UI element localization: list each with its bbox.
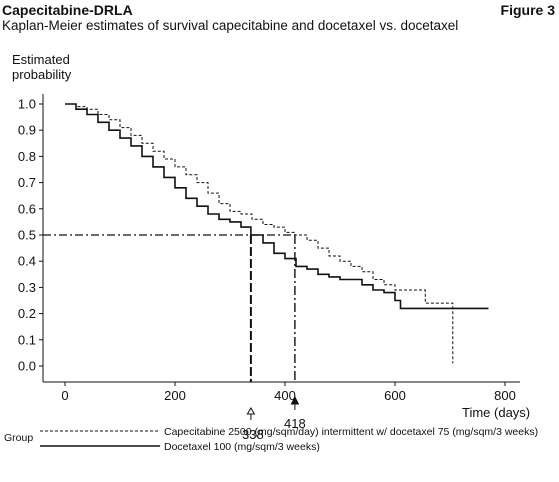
median-reference-lines: [43, 234, 296, 382]
y-tick-label: 0.1: [18, 332, 36, 347]
curve-docetaxel: [65, 103, 489, 310]
y-tick-label: 0.7: [18, 175, 36, 190]
legend-title: Group: [4, 432, 33, 444]
y-tick-label: 0.8: [18, 149, 36, 164]
y-axis-label-line1: Estimated: [12, 52, 70, 67]
figure-label: Figure 3: [500, 2, 555, 18]
y-tick-label: 0.2: [18, 306, 36, 321]
y-tick-label: 0.9: [18, 123, 36, 138]
x-tick-label: 400: [274, 388, 296, 403]
y-tick-label: 0.5: [18, 228, 36, 243]
x-axis-label: Time (days): [462, 405, 530, 420]
x-tick-label: 800: [494, 388, 516, 403]
x-tick-label: 200: [164, 388, 186, 403]
survival-curves: [65, 103, 489, 364]
median-markers: 338 418: [242, 395, 306, 442]
axes: 0.0 0.1 0.2 0.3 0.4 0.5 0.6 0.7 0.8 0.9 1.0 0 200 400…: [18, 94, 520, 403]
chart-subtitle: Kaplan-Meier estimates of survival capec…: [2, 18, 459, 33]
median-label-418: 418: [284, 416, 306, 431]
curve-capecitabine-docetaxel: [65, 103, 454, 364]
x-tick-label: 0: [61, 388, 68, 403]
median-label-338: 338: [242, 427, 264, 442]
report-title: Capecitabine-DRLA: [2, 2, 133, 18]
legend-label-docetaxel: Docetaxel 100 (mg/sqm/3 weeks): [164, 441, 320, 453]
median-arrow-open: [246, 407, 256, 420]
legend: Group Capecitabine 2500 (mg/sqm/day) int…: [4, 426, 538, 453]
y-tick-label: 0.4: [18, 254, 36, 269]
median-arrow-filled: [290, 395, 300, 410]
y-tick-label: 1.0: [18, 97, 36, 112]
y-axis-label-line2: probability: [12, 67, 72, 82]
y-tick-label: 0.3: [18, 280, 36, 295]
x-tick-label: 600: [384, 388, 406, 403]
y-tick-label: 0.0: [18, 359, 36, 374]
legend-label-capecitabine: Capecitabine 2500 (mg/sqm/day) intermitt…: [164, 426, 538, 438]
y-tick-label: 0.6: [18, 201, 36, 216]
